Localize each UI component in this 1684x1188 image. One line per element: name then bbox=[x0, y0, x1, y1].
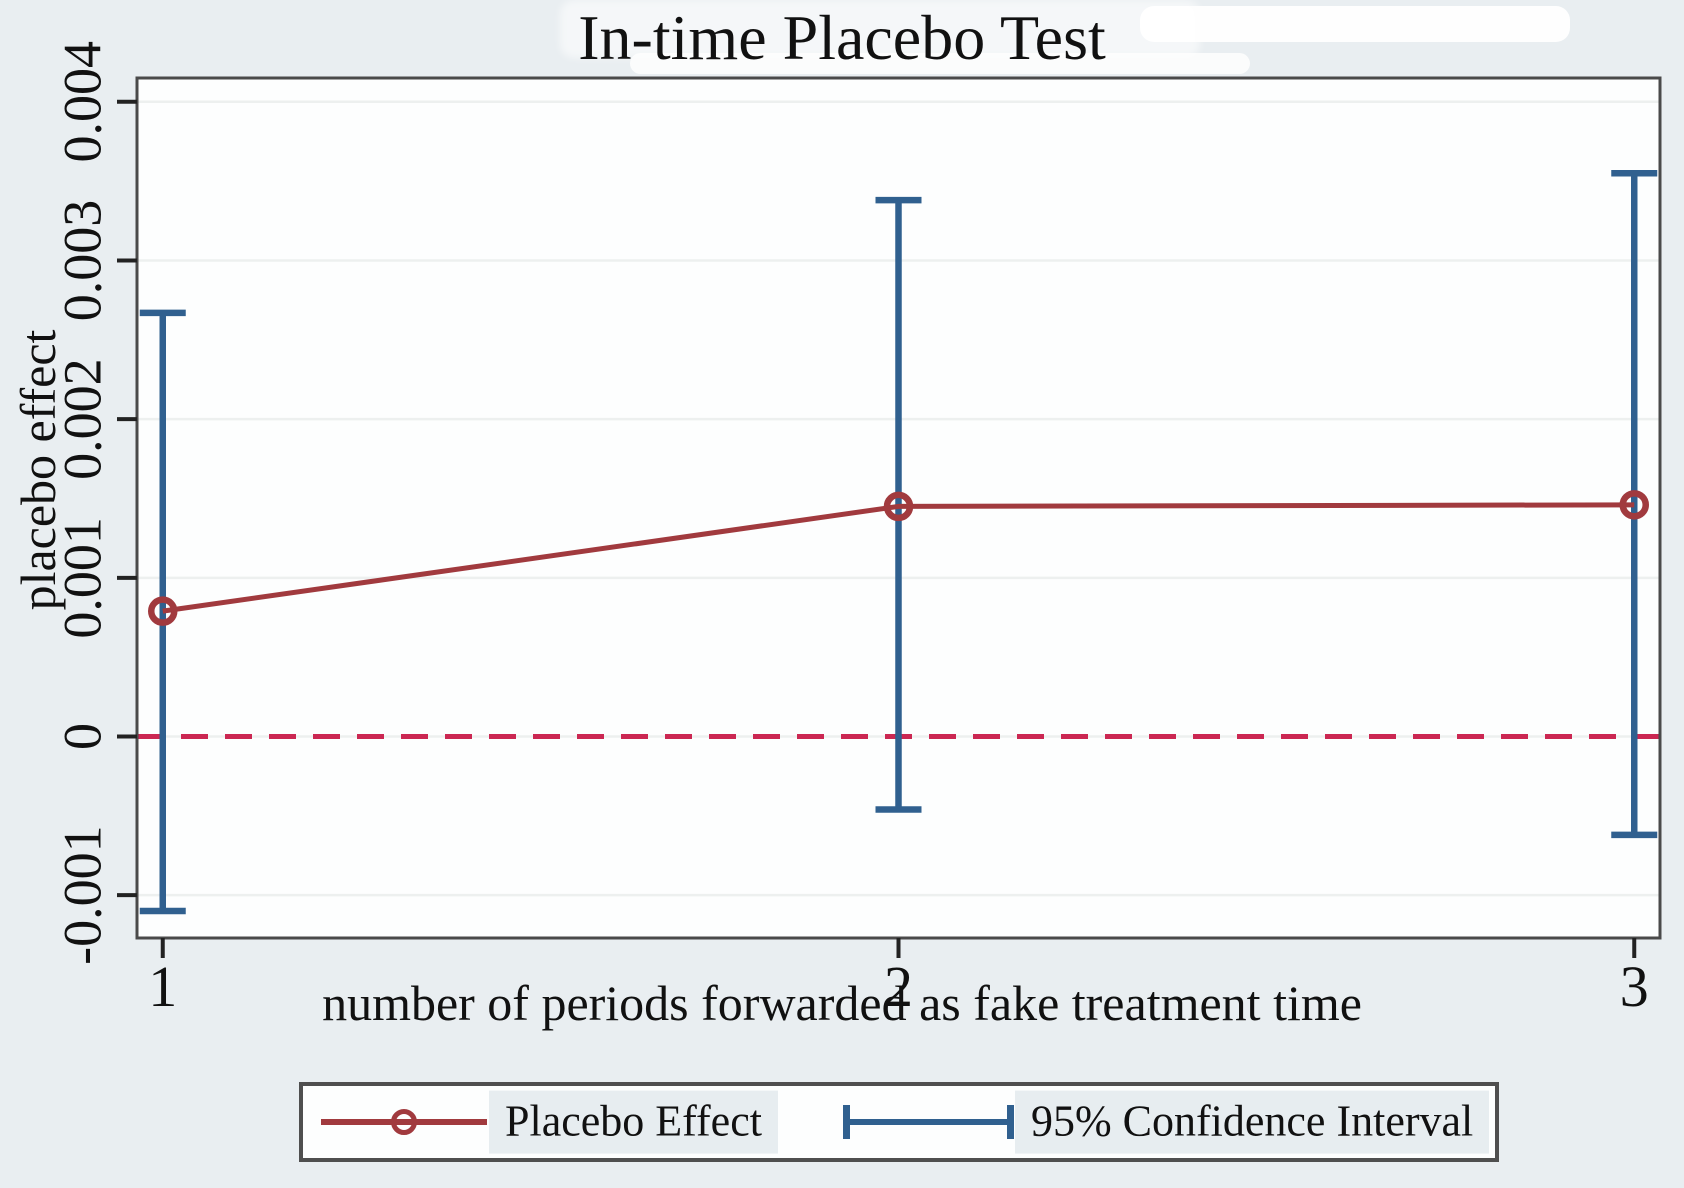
x-tick-label: 1 bbox=[148, 954, 177, 1019]
x-axis-label: number of periods forwarded as fake trea… bbox=[322, 975, 1362, 1031]
white-artifact bbox=[560, 0, 1200, 58]
confidence-interval-bar bbox=[1611, 169, 1658, 839]
y-tick-label: 0.004 bbox=[52, 41, 112, 163]
open-circle-marker-icon bbox=[391, 1109, 417, 1135]
x-tick-label: 2 bbox=[884, 954, 913, 1019]
white-artifact bbox=[630, 53, 1250, 74]
placebo-effect-line bbox=[162, 502, 1635, 614]
white-artifact bbox=[1140, 6, 1570, 42]
interval-cap-icon bbox=[1007, 1105, 1014, 1139]
placebo-effect-legend-symbol bbox=[321, 1105, 487, 1139]
x-tick-label: 3 bbox=[1620, 954, 1649, 1019]
legend: Placebo Effect 95% Confidence Interval bbox=[299, 1082, 1499, 1162]
legend-line-swatch bbox=[843, 1119, 1014, 1125]
legend-label-confidence-interval: 95% Confidence Interval bbox=[1015, 1090, 1490, 1154]
chart-title: In-time Placebo Test bbox=[578, 2, 1106, 73]
confidence-interval-bar bbox=[139, 309, 186, 915]
y-tick-label: 0 bbox=[52, 723, 112, 750]
data-point-marker bbox=[883, 491, 914, 522]
data-point-marker bbox=[1619, 490, 1649, 520]
y-tick-label: 0.001 bbox=[52, 517, 112, 639]
y-tick-label: 0.002 bbox=[52, 358, 112, 480]
legend-label-placebo-effect: Placebo Effect bbox=[489, 1090, 778, 1154]
y-tick-label: -0.001 bbox=[52, 825, 112, 964]
y-tick-label: 0.003 bbox=[52, 200, 112, 322]
data-point-marker bbox=[148, 596, 178, 626]
confidence-interval-legend-symbol bbox=[843, 1105, 1014, 1139]
